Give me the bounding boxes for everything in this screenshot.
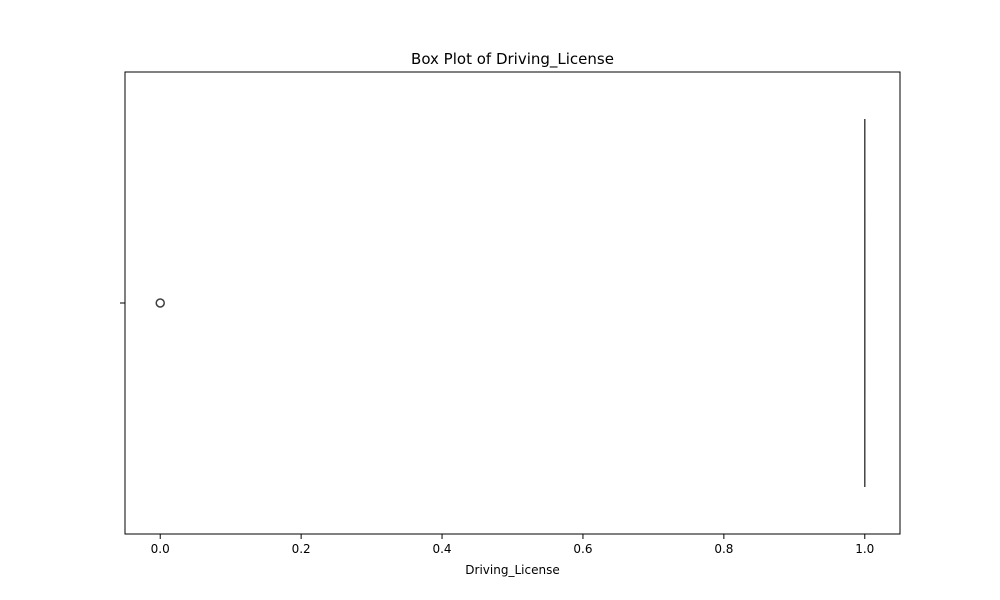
x-tick-label: 0.8 bbox=[714, 542, 733, 556]
x-axis-ticks: 0.0 0.2 0.4 0.6 0.8 1.0 bbox=[151, 534, 874, 556]
x-tick-label: 1.0 bbox=[855, 542, 874, 556]
x-tick-label: 0.6 bbox=[573, 542, 592, 556]
x-tick-label: 0.4 bbox=[432, 542, 451, 556]
outlier-point bbox=[155, 298, 165, 308]
chart-title: Box Plot of Driving_License bbox=[411, 50, 614, 69]
plot-content bbox=[155, 119, 866, 487]
x-axis-label: Driving_License bbox=[465, 563, 559, 577]
x-tick-label: 0.2 bbox=[292, 542, 311, 556]
x-tick-label: 0.0 bbox=[151, 542, 170, 556]
plot-frame bbox=[124, 71, 901, 535]
